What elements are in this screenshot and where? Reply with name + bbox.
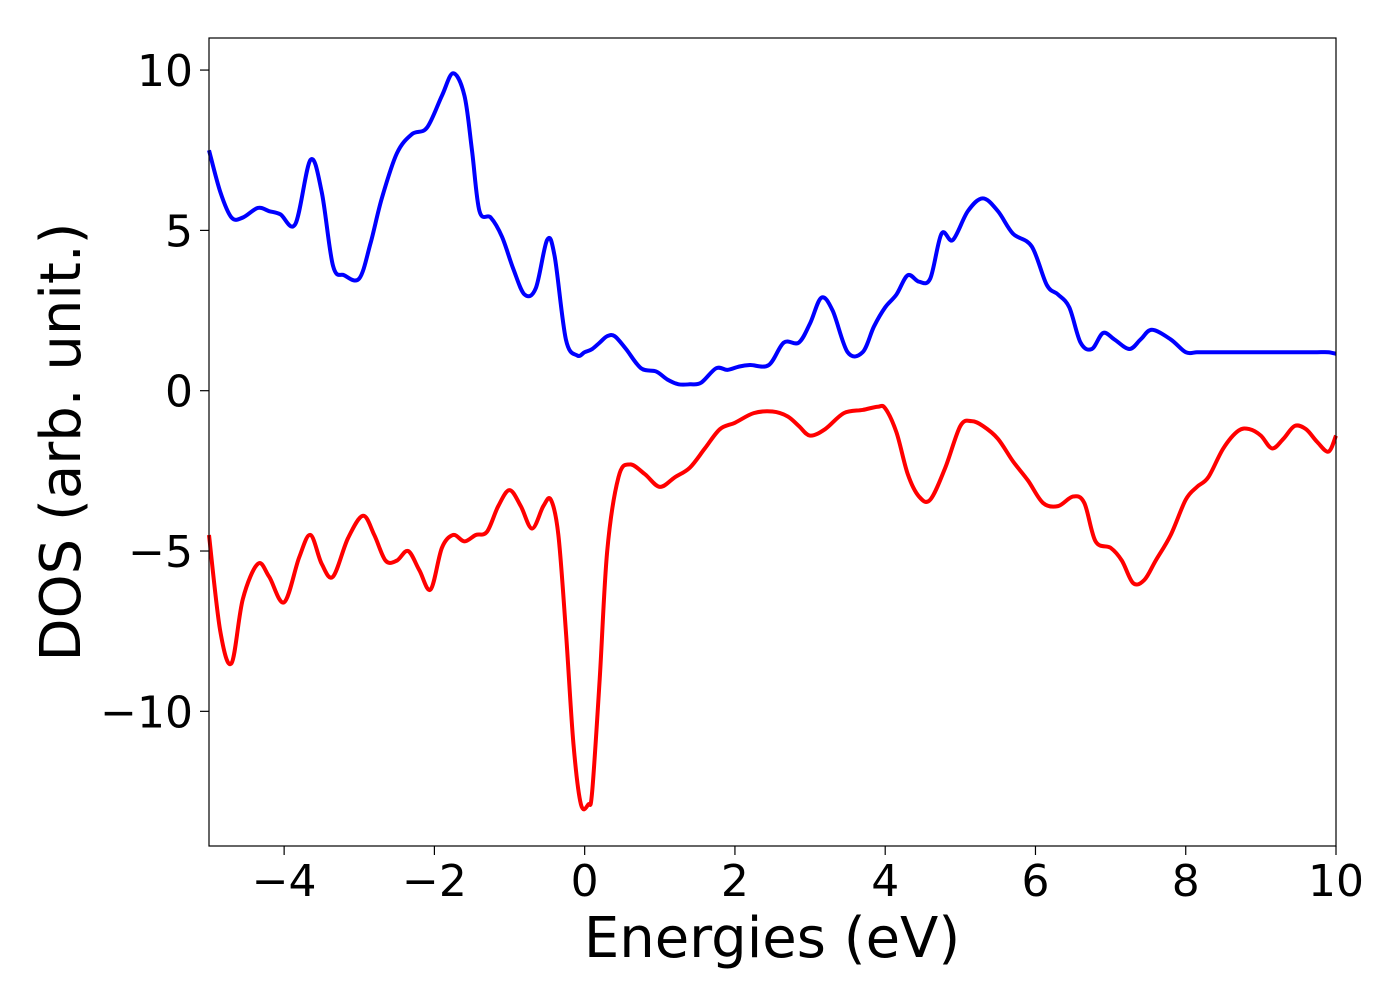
- y-tick-label: 10: [137, 46, 193, 97]
- x-tick-label: 2: [721, 856, 749, 907]
- x-tick-label: 8: [1172, 856, 1200, 907]
- y-tick-label: −5: [128, 527, 193, 578]
- x-axis-ticks: −4 −2 0 2 4 6 8 10: [252, 846, 1364, 907]
- y-tick-label: 5: [165, 206, 193, 257]
- plot-area: [207, 71, 1338, 812]
- series-line-2: [207, 403, 1338, 812]
- x-tick-label: 10: [1308, 856, 1364, 907]
- x-tick-label: −4: [252, 856, 317, 907]
- x-tick-label: 0: [571, 856, 599, 907]
- y-axis-ticks: 10 5 0 −5 −10: [100, 46, 209, 738]
- y-tick-label: 0: [165, 367, 193, 418]
- x-tick-label: 4: [871, 856, 899, 907]
- x-axis-label: Energies (eV): [584, 906, 960, 971]
- x-tick-label: −2: [402, 856, 467, 907]
- y-axis-label: DOS (arb. unit.): [29, 222, 94, 661]
- axes-frame: [208, 37, 1337, 847]
- y-tick-label: −10: [100, 687, 193, 738]
- series-line-1: [207, 71, 1337, 387]
- x-tick-label: 6: [1021, 856, 1049, 907]
